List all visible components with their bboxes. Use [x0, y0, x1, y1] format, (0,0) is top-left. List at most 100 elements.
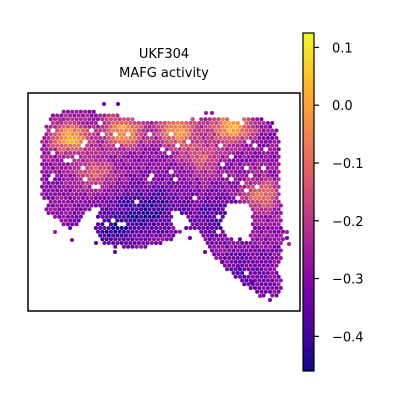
- spot: [192, 120, 197, 126]
- spot: [225, 132, 230, 137]
- spot: [83, 154, 88, 159]
- spot: [274, 225, 279, 231]
- spot: [149, 225, 154, 231]
- spot: [169, 124, 174, 129]
- spot: [117, 117, 122, 122]
- spot: [78, 192, 83, 197]
- spot: [278, 248, 283, 253]
- spot: [261, 188, 266, 193]
- spot: [169, 222, 174, 227]
- spot: [139, 139, 144, 144]
- spot: [139, 229, 144, 234]
- spot: [184, 188, 189, 193]
- spot: [175, 150, 180, 156]
- spot: [225, 177, 230, 182]
- spot: [143, 214, 148, 219]
- spot: [179, 150, 184, 156]
- spot: [276, 139, 281, 144]
- spot: [272, 282, 277, 287]
- spot: [218, 150, 223, 156]
- spot: [169, 199, 174, 204]
- spot: [278, 210, 283, 216]
- spot: [106, 225, 111, 231]
- spot: [246, 154, 251, 159]
- spot: [179, 180, 184, 186]
- spot: [240, 165, 245, 171]
- spot: [63, 173, 68, 178]
- spot: [218, 173, 223, 178]
- spot: [139, 177, 144, 182]
- spot: [220, 169, 225, 174]
- spot: [261, 203, 266, 208]
- spot: [100, 192, 105, 197]
- spot: [100, 147, 105, 152]
- spot: [151, 199, 156, 204]
- spot: [179, 143, 184, 148]
- spot: [177, 207, 182, 212]
- spot: [108, 229, 113, 234]
- spot: [276, 252, 281, 257]
- spot: [70, 109, 75, 114]
- spot: [242, 139, 247, 144]
- spot: [240, 150, 245, 156]
- spot: [175, 203, 180, 208]
- spot: [136, 218, 141, 223]
- spot: [139, 222, 144, 227]
- spot: [276, 177, 281, 182]
- spot: [229, 132, 234, 137]
- spot: [48, 192, 53, 197]
- spot: [147, 124, 152, 129]
- spot: [169, 139, 174, 144]
- spot: [278, 278, 283, 283]
- spot: [113, 229, 118, 234]
- spot: [108, 184, 113, 189]
- spot: [74, 162, 79, 167]
- spot: [63, 120, 68, 126]
- spot: [252, 203, 258, 208]
- spot: [270, 120, 275, 126]
- spot: [201, 210, 206, 216]
- spot: [68, 180, 73, 186]
- spot: [93, 120, 98, 126]
- spot: [274, 278, 279, 283]
- spot: [87, 192, 92, 197]
- spot: [233, 267, 238, 272]
- spot: [235, 128, 240, 133]
- spot: [237, 147, 242, 152]
- spot: [244, 195, 249, 201]
- spot: [202, 249, 208, 255]
- spot: [173, 139, 178, 144]
- spot: [149, 120, 154, 126]
- spot: [96, 162, 101, 167]
- spot: [268, 162, 273, 167]
- spot: [40, 162, 45, 167]
- spot: [147, 222, 152, 227]
- spot: [259, 192, 264, 197]
- spot: [61, 154, 66, 159]
- spot: [265, 143, 270, 148]
- spot: [175, 165, 180, 171]
- spot: [246, 177, 251, 182]
- spot: [166, 188, 172, 193]
- spot: [212, 169, 217, 174]
- spot: [240, 263, 245, 268]
- spot: [119, 128, 124, 133]
- spot: [128, 143, 133, 148]
- spot: [212, 192, 217, 197]
- spot: [252, 165, 258, 171]
- spot: [252, 240, 258, 246]
- spot: [270, 150, 275, 156]
- spot: [76, 135, 81, 141]
- spot: [123, 195, 129, 201]
- spot: [126, 207, 131, 212]
- spot: [194, 222, 199, 227]
- spot: [201, 150, 206, 156]
- spot: [119, 150, 124, 156]
- spot: [205, 143, 210, 148]
- spot: [143, 184, 148, 189]
- spot: [207, 154, 212, 159]
- spot: [139, 244, 144, 249]
- spot: [218, 120, 223, 126]
- spot: [190, 199, 195, 204]
- spot: [257, 135, 262, 141]
